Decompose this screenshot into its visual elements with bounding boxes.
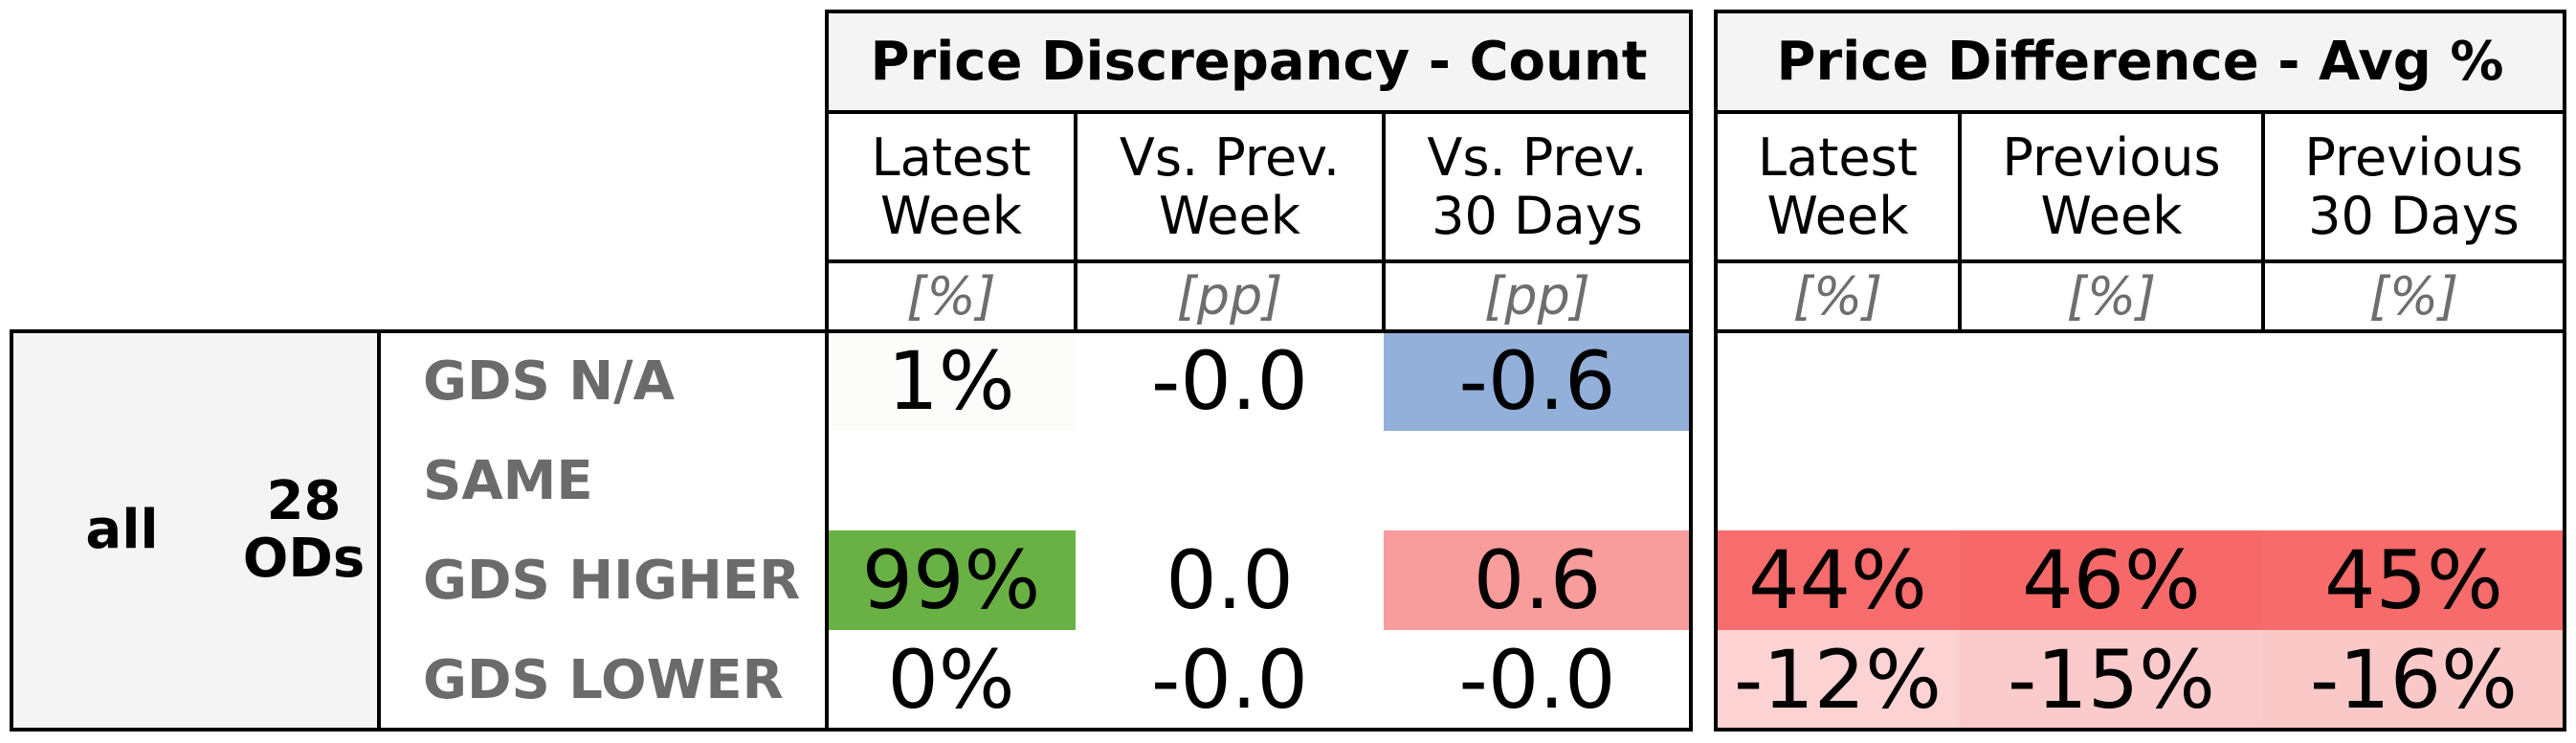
grid-line: [10, 329, 838, 333]
grid-line: [377, 329, 381, 732]
grid-line: [825, 10, 829, 732]
cell-value: -0.0: [1458, 633, 1616, 727]
grid-line: [10, 329, 13, 732]
column-header: Latest Week: [871, 127, 1032, 246]
row-label: GDS N/A: [423, 349, 675, 413]
column-header: Previous 30 Days: [2304, 127, 2523, 246]
column-unit: [%]: [2368, 266, 2459, 326]
grid-line: [1714, 259, 2566, 263]
grid-line: [825, 259, 1693, 263]
column-header: Vs. Prev. 30 Days: [1427, 127, 1648, 246]
segment-box: [11, 331, 379, 730]
grid-line: [2261, 112, 2265, 331]
cell-value: 44%: [1748, 533, 1927, 627]
column-header: Vs. Prev. Week: [1119, 127, 1341, 246]
cell-value: -0.6: [1458, 334, 1616, 428]
segment-label: all: [85, 499, 159, 561]
cell-fill: [1384, 530, 1691, 630]
cell-value: 0.0: [1166, 533, 1294, 627]
grid-line: [1689, 10, 1693, 732]
cell-fill: [827, 331, 1076, 431]
cell-fill: [827, 530, 1076, 630]
cell-value: 1%: [887, 334, 1015, 428]
cell-value: -12%: [1733, 633, 1942, 727]
cell-fill: [2263, 530, 2565, 630]
grid-line: [825, 329, 1693, 333]
row-label: GDS HIGHER: [423, 549, 801, 612]
cell-value: 0.6: [1473, 533, 1602, 627]
group-title: Price Discrepancy - Count: [827, 11, 1691, 112]
column-unit: [pp]: [1484, 266, 1590, 326]
cell-value: -0.0: [1151, 334, 1308, 428]
cell-fill: [1960, 630, 2263, 730]
grid-line: [1714, 329, 2566, 333]
column-header: Latest Week: [1758, 127, 1918, 246]
cell-fill: [2263, 630, 2565, 730]
grid-line: [825, 728, 1693, 732]
cell-value: 99%: [861, 533, 1041, 627]
grid-line: [1074, 112, 1077, 331]
column-unit: [%]: [1792, 266, 1883, 326]
cell-value: -15%: [2007, 633, 2215, 727]
grid-line: [1714, 10, 2566, 13]
grid-line: [10, 728, 838, 732]
cell-value: -0.0: [1151, 633, 1308, 727]
cell-fill: [1716, 530, 1960, 630]
grid-line: [1714, 10, 1718, 732]
cell-value: 0%: [887, 633, 1015, 727]
grid-line: [1382, 112, 1386, 331]
grid-line: [825, 110, 1693, 114]
segment-count: 28 ODs: [242, 470, 366, 590]
column-unit: [%]: [906, 266, 996, 326]
cell-value: -16%: [2309, 633, 2518, 727]
cell-value: 45%: [2324, 533, 2503, 627]
grid-line: [1714, 110, 2566, 114]
grid-line: [825, 10, 1693, 13]
group-title: Price Difference - Avg %: [1716, 11, 2565, 112]
cell-value: 46%: [2022, 533, 2201, 627]
grid-line: [1958, 112, 1962, 331]
row-label: SAME: [423, 449, 593, 512]
cell-fill: [1716, 630, 1960, 730]
cell-fill: [1960, 530, 2263, 630]
cell-fill: [1384, 331, 1691, 431]
grid-line: [1714, 728, 2566, 732]
column-unit: [pp]: [1176, 266, 1283, 326]
column-unit: [%]: [2066, 266, 2157, 326]
grid-line: [2563, 10, 2566, 732]
row-label: GDS LOWER: [423, 648, 784, 711]
column-header: Previous Week: [2002, 127, 2221, 246]
